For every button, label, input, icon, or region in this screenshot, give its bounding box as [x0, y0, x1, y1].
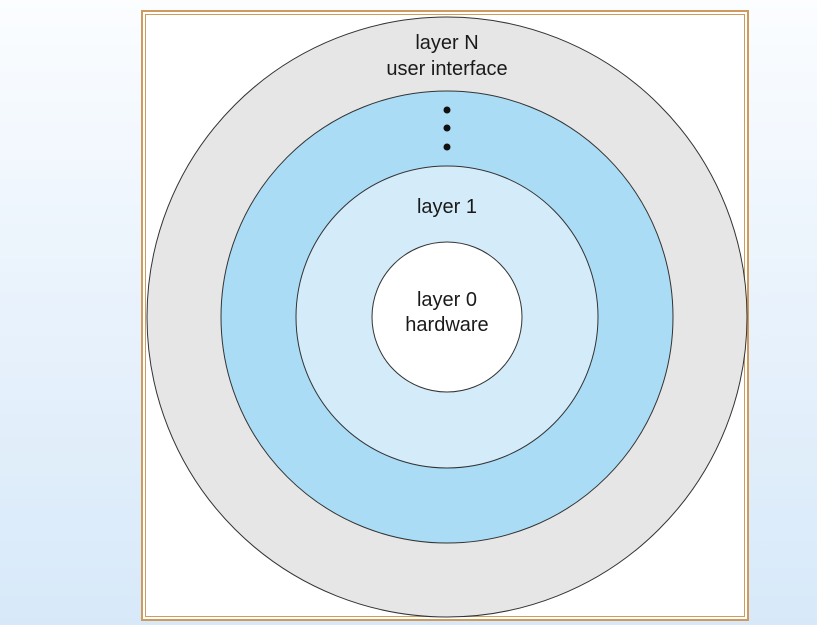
ellipsis-dot	[443, 143, 451, 151]
layer-0-label: layer 0	[417, 289, 477, 311]
layer-0-core	[371, 241, 523, 393]
layer-n-sublabel: user interface	[386, 58, 507, 80]
ellipsis-dot	[443, 124, 451, 132]
layer-0-sublabel: hardware	[405, 314, 488, 336]
layer-n-label: layer N	[415, 32, 478, 54]
ellipsis-dot	[443, 106, 451, 114]
layer-1-label: layer 1	[417, 196, 477, 218]
